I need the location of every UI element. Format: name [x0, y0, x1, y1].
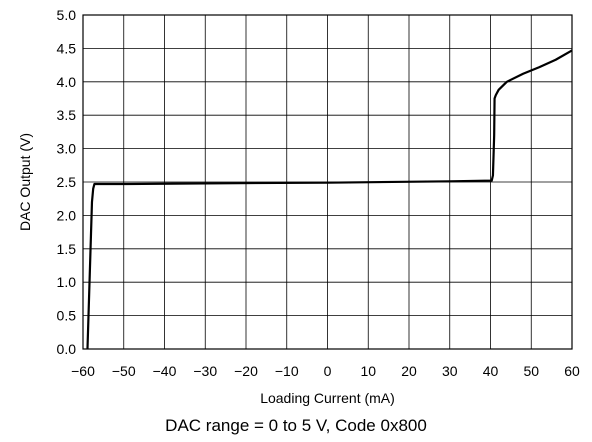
x-tick-label: −40: [153, 363, 177, 379]
x-tick-label: 40: [483, 363, 499, 379]
x-tick-labels: −60 −50 −40 −30 −20 −10 0 10 20 30 40 50 60: [71, 363, 580, 379]
x-tick-label: −30: [193, 363, 217, 379]
y-tick-label: 4.0: [57, 74, 77, 90]
chart: −60 −50 −40 −30 −20 −10 0 10 20 30 40 50 60 0.0 0.5 1.…: [17, 7, 580, 406]
y-tick-label: 4.5: [57, 40, 77, 56]
y-tick-label: 2.5: [57, 174, 77, 190]
series-line: [86, 49, 573, 350]
x-tick-label: 0: [324, 363, 332, 379]
x-tick-label: 30: [442, 363, 458, 379]
chart-caption: DAC range = 0 to 5 V, Code 0x800: [165, 416, 427, 435]
x-tick-label: 20: [401, 363, 417, 379]
y-tick-label: 3.0: [57, 141, 77, 157]
y-tick-label: 3.5: [57, 107, 77, 123]
y-tick-label: 5.0: [57, 7, 77, 23]
y-tick-label: 0.0: [57, 341, 77, 357]
x-tick-label: −50: [112, 363, 136, 379]
y-tick-labels: 0.0 0.5 1.0 1.5 2.0 2.5 3.0 3.5 4.0 4.5 5.0: [57, 7, 77, 357]
y-tick-label: 1.0: [57, 274, 77, 290]
x-tick-label: −20: [234, 363, 258, 379]
x-axis-label: Loading Current (mA): [260, 390, 395, 406]
y-tick-label: 0.5: [57, 308, 77, 324]
x-tick-label: 50: [523, 363, 539, 379]
x-tick-label: 60: [564, 363, 580, 379]
x-tick-label: −10: [275, 363, 299, 379]
y-axis-label: DAC Output (V): [17, 133, 33, 231]
x-tick-label: 10: [360, 363, 376, 379]
y-tick-label: 1.5: [57, 241, 77, 257]
y-tick-label: 2.0: [57, 207, 77, 223]
x-tick-label: −60: [71, 363, 95, 379]
plot-frame: [82, 14, 573, 350]
